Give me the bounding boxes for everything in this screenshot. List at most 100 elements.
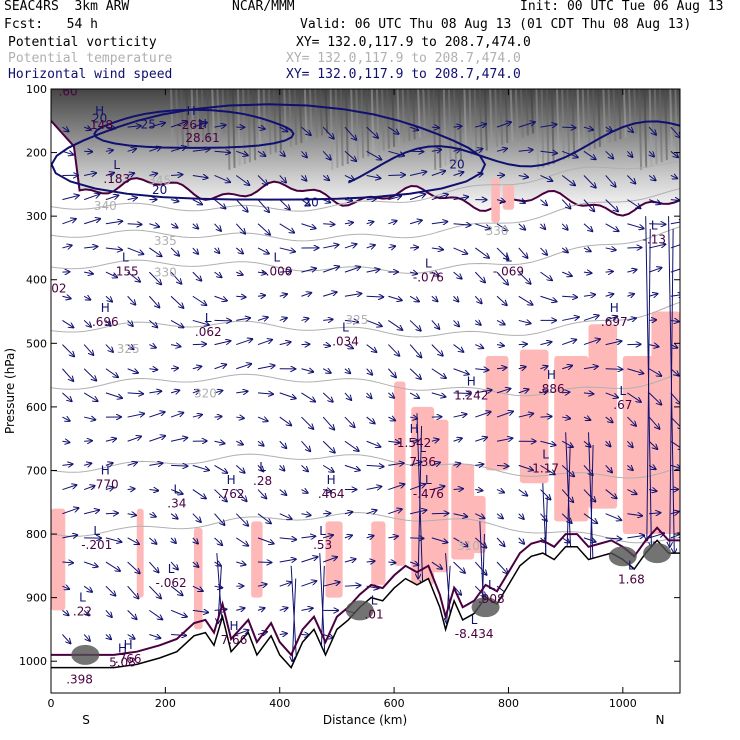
extremum-marker: H: [118, 641, 127, 655]
pv-streak: [175, 89, 179, 151]
wind-vector: [583, 199, 594, 212]
wind-vector: [62, 610, 68, 615]
pv-streak: [622, 89, 627, 138]
wind-vector: [475, 369, 488, 370]
y-tick-label: 800: [26, 528, 47, 541]
wind-vector: [431, 392, 446, 397]
wind-vector: [62, 296, 70, 298]
wind-vector: [605, 223, 619, 231]
wind-vector: [62, 127, 68, 131]
wind-vector: [605, 513, 622, 520]
extremum-marker: L: [93, 524, 100, 538]
wind-vector: [149, 123, 165, 128]
wind-vector: [409, 272, 417, 274]
pv-streak: [514, 89, 519, 140]
wind-vector: [431, 462, 440, 465]
wind-vector: [627, 535, 644, 537]
pv-streak: [489, 89, 493, 149]
pv-streak: [360, 89, 365, 159]
wind-vector: [236, 391, 247, 393]
wind-vector: [627, 489, 636, 495]
wind-vector: [496, 514, 503, 519]
extremum-marker: H: [95, 104, 104, 118]
wind-vector: [605, 369, 623, 370]
wind-vector: [409, 417, 417, 418]
wind-vector: [649, 320, 656, 321]
wind-vector: [148, 561, 158, 572]
wind-vector: [366, 465, 384, 466]
wind-vector: [323, 345, 330, 346]
wind-vector: [279, 392, 296, 399]
wind-vector: [344, 244, 357, 248]
wind-vector: [214, 175, 231, 182]
wind-vector: [62, 634, 70, 644]
wind-vector: [605, 127, 612, 131]
extremum-marker: L: [122, 250, 129, 264]
wind-vector: [605, 294, 614, 296]
wind-vector: [474, 247, 489, 258]
pv-streak: [520, 89, 524, 138]
wind-vector: [496, 247, 508, 259]
wind-vector: [170, 319, 183, 327]
wind-vector: [540, 489, 550, 500]
extremum-marker: L: [425, 473, 432, 487]
wind-vector: [627, 416, 636, 426]
wind-vector: [257, 465, 263, 471]
wind-vector: [192, 464, 209, 470]
wind-vector-strong: [418, 425, 423, 579]
wind-vector: [453, 368, 469, 375]
wind-vector: [670, 512, 679, 514]
wind-vector: [236, 150, 248, 155]
wind-vector: [366, 510, 377, 514]
wind-vector: [280, 465, 285, 470]
wind-vector: [83, 296, 90, 299]
pv-streak: [525, 89, 529, 136]
wind-vector: [235, 223, 245, 234]
wind-vector: [648, 416, 659, 429]
pv-streak: [298, 89, 303, 144]
pv-streak: [339, 89, 344, 166]
wind-vector: [84, 219, 100, 225]
extremum-value: .53: [313, 538, 332, 552]
wind-vector: [409, 220, 422, 224]
wind-vector: [540, 440, 555, 445]
wind-vector: [149, 247, 161, 256]
pv-streak: [592, 89, 596, 149]
wind-vector: [127, 609, 137, 619]
wind-vector: [648, 199, 661, 204]
wind-vector: [431, 296, 438, 301]
wind-vector: [344, 512, 352, 514]
wind-vector: [540, 513, 546, 521]
wind-vector: [562, 366, 572, 369]
wind-vector: [561, 440, 573, 447]
wind-vector: [388, 126, 398, 134]
wind-vector: [127, 271, 140, 282]
pv-streak: [658, 89, 663, 163]
wind-vector: [453, 463, 461, 465]
wind-vector: [367, 393, 372, 398]
wind-vector: [127, 414, 145, 417]
theta-label: 340: [94, 199, 117, 213]
wind-vector: [235, 489, 246, 502]
wind-vector: [301, 126, 310, 135]
extremum-marker: L: [505, 250, 512, 264]
x-tick-label: 1000: [609, 697, 637, 710]
pv-streak: [633, 89, 637, 134]
wind-vector: [279, 318, 287, 321]
pv-streak: [427, 89, 432, 134]
wind-vector: [301, 514, 310, 516]
extremum-marker: H: [467, 374, 476, 388]
wind-vector: [235, 537, 248, 546]
pv-streak: [561, 89, 565, 161]
wind-vector: [366, 368, 373, 375]
terrain-line: [51, 539, 680, 669]
pv-streak: [581, 89, 586, 153]
wind-vector: [192, 415, 202, 417]
wind-vector: [323, 535, 333, 538]
wind-vector: [301, 293, 311, 297]
wind-vector: [561, 248, 568, 252]
wind-vector: [192, 123, 207, 128]
pv-streak: [257, 89, 262, 159]
wind-vector: [475, 437, 487, 441]
wind-vector: [192, 366, 202, 368]
